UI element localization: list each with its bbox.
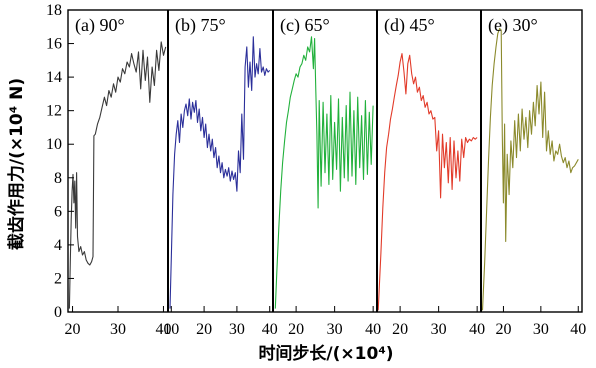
series-line-4 (377, 53, 478, 311)
panel-label: (c) 65° (280, 15, 330, 36)
x-tick-label: 40 (262, 321, 278, 338)
x-tick-label: 30 (431, 321, 447, 338)
x-axis-title: 时间步长/(×10⁴) (258, 343, 393, 364)
series-line-1 (68, 41, 167, 309)
y-tick-label: 6 (54, 203, 62, 220)
x-tick-label: 20 (196, 321, 212, 338)
x-tick-label: 40 (155, 321, 171, 338)
panel-label: (a) 90° (75, 15, 125, 36)
y-tick-label: 8 (54, 170, 62, 187)
x-tick-label: 20 (495, 321, 511, 338)
x-tick-label: 40 (570, 321, 586, 338)
y-axis: 0 2 4 6 8 10 12 14 16 18 (46, 2, 74, 321)
x-tick-label: 30 (229, 321, 245, 338)
x-tick-label: 30 (110, 321, 126, 338)
y-tick-label: 10 (46, 136, 62, 153)
x-tick-label: 30 (327, 321, 343, 338)
panel-label: (b) 75° (175, 15, 226, 36)
x-tick-label: 20 (288, 321, 304, 338)
y-tick-label: 14 (46, 69, 62, 86)
y-tick-label: 18 (46, 2, 62, 19)
x-tick-label: 30 (533, 321, 549, 338)
panel-frames (67, 9, 583, 313)
plot-frame (67, 9, 583, 313)
x-tick-label: 20 (65, 321, 81, 338)
y-tick-label: 12 (46, 103, 62, 120)
series-line-2 (169, 36, 271, 309)
x-tick-label: 40 (469, 321, 485, 338)
y-tick-label: 16 (46, 36, 62, 53)
panel-label: (d) 45° (384, 15, 435, 36)
x-tick-label: 20 (392, 321, 408, 338)
series-line-3 (274, 36, 374, 309)
panel-labels: (a) 90° (b) 75° (c) 65° (d) 45° (e) 30° (75, 15, 538, 36)
y-axis-title: 截齿作用力/(×10⁴ N) (6, 78, 27, 250)
x-tick-label: 40 (365, 321, 381, 338)
plot-panels (68, 27, 579, 311)
x-tick-label: 10 (163, 321, 179, 338)
series-line-5 (481, 27, 579, 311)
panel-label: (e) 30° (488, 15, 538, 36)
y-tick-label: 0 (54, 304, 62, 321)
y-tick-label: 2 (54, 270, 62, 287)
y-tick-label: 4 (54, 237, 62, 254)
